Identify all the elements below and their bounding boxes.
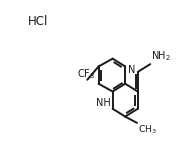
Text: CH$_3$: CH$_3$ [138,124,157,136]
Text: CF$_3$: CF$_3$ [77,67,96,81]
Text: HCl: HCl [28,15,48,28]
Text: NH: NH [96,98,111,108]
Text: NH$_2$: NH$_2$ [151,50,171,63]
Text: N: N [127,65,135,75]
